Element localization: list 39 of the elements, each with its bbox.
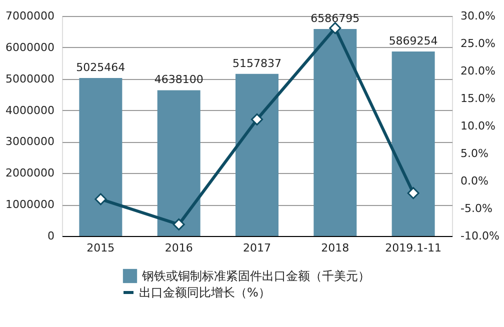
x-tick-label: 2019.1-11	[385, 242, 442, 254]
y-tick-label: 7000000	[6, 10, 54, 22]
bar	[314, 28, 357, 236]
y2-tick-label: 0.0%	[460, 174, 488, 188]
y-tick-label: 0	[48, 230, 54, 242]
y2-tick-label: 10.0%	[460, 120, 496, 132]
data-label: 5025464	[76, 61, 126, 74]
bar	[157, 90, 200, 236]
y2-tick-label: -10.0%	[460, 230, 500, 242]
y2-tick-label: -5.0%	[460, 202, 492, 215]
y2-tick-label: 20.0%	[460, 64, 496, 78]
data-label: 5869254	[388, 34, 438, 48]
point	[407, 187, 420, 200]
bar	[392, 52, 435, 236]
bar	[236, 74, 278, 236]
y2-tick-label: 25.0%	[460, 37, 496, 50]
y-tick-label: 1000000	[6, 198, 54, 212]
y-tick-label: 3000000	[6, 135, 54, 148]
y2-tick-label: 5.0%	[460, 147, 488, 160]
x-tick-label: 2016	[164, 242, 193, 254]
point	[329, 22, 342, 34]
legend-label: 钢铁或铜制标准紧固件出口金额（千美元）	[141, 269, 370, 283]
y-tick-label: 5000000	[6, 72, 54, 86]
y-tick-label: 4000000	[6, 104, 54, 117]
y-tick-label: 2000000	[6, 166, 54, 180]
legend-label: 出口金额同比增长（%）	[139, 286, 270, 300]
y-tick-label: 6000000	[6, 40, 54, 54]
point	[251, 113, 263, 126]
data-label: 5157837	[232, 56, 282, 70]
data-label: 6586795	[310, 12, 360, 25]
point	[172, 218, 185, 230]
x-tick-label: 2018	[321, 242, 350, 254]
point	[94, 193, 107, 206]
x-tick-label: 2015	[86, 242, 115, 254]
x-tick-label: 2017	[243, 242, 271, 254]
y2-tick-label: 30.0%	[460, 10, 496, 22]
y2-tick-label: 15.0%	[460, 92, 496, 105]
data-label: 4638100	[154, 73, 204, 86]
bar	[79, 78, 122, 236]
